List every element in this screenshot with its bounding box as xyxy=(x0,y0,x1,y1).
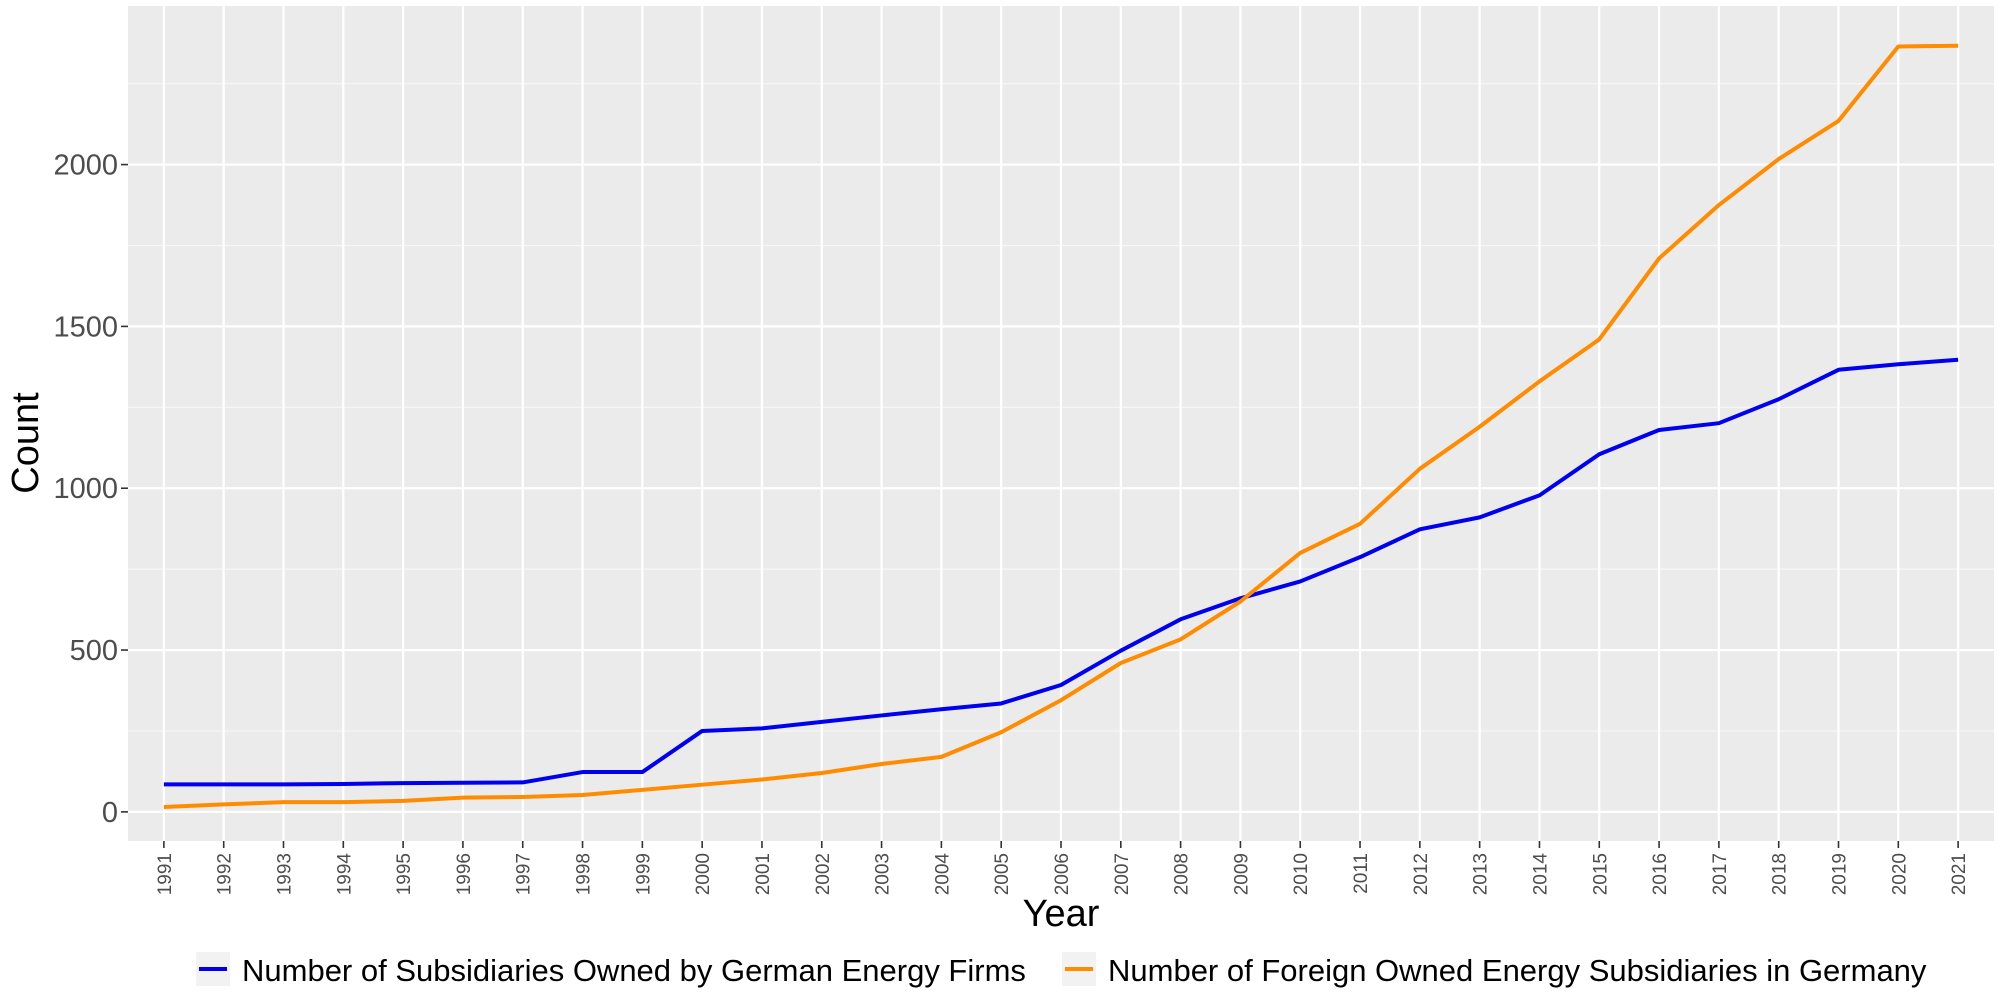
x-tick-label: 2010 xyxy=(1291,853,1312,895)
x-tick-label: 2017 xyxy=(1710,853,1731,895)
x-tick-label: 2009 xyxy=(1231,853,1252,895)
x-tick-label: 2005 xyxy=(992,853,1013,895)
x-tick-label: 2016 xyxy=(1650,853,1671,895)
x-tick-label: 2020 xyxy=(1889,853,1910,895)
series-line-2 xyxy=(163,43,1959,810)
x-tick-label: 2014 xyxy=(1530,853,1551,896)
legend: Number of Subsidiaries Owned by German E… xyxy=(196,952,1927,988)
x-tick-label: 2011 xyxy=(1351,853,1372,894)
x-tick-label: 2004 xyxy=(932,853,953,896)
x-tick-label: 2007 xyxy=(1112,853,1133,895)
x-tick-label: 2013 xyxy=(1471,853,1492,895)
y-tick-label: 0 xyxy=(102,797,118,829)
x-tick-label: 2003 xyxy=(873,853,894,895)
x-axis: 1991 1992 1993 1994 1995 1996 1997 1998 1999 2000… xyxy=(155,841,1970,895)
y-tick-label: 1000 xyxy=(53,473,118,505)
x-axis-title: Year xyxy=(1023,893,1100,935)
legend-label: Number of Foreign Owned Energy Subsidiar… xyxy=(1108,953,1927,988)
x-tick-label: 1999 xyxy=(633,853,654,895)
series-line-1 xyxy=(163,357,1959,787)
x-tick-label: 2000 xyxy=(693,853,714,895)
x-tick-label: 1997 xyxy=(514,853,535,895)
x-tick-label: 2008 xyxy=(1172,853,1193,895)
x-tick-label: 1993 xyxy=(275,853,296,895)
x-tick-label: 1992 xyxy=(215,853,236,895)
x-tick-label: 2021 xyxy=(1949,853,1970,895)
series-layer xyxy=(163,43,1959,810)
x-tick-label: 2001 xyxy=(753,853,774,895)
x-tick-label: 1991 xyxy=(155,853,176,895)
x-tick-label: 1996 xyxy=(454,853,475,895)
x-tick-label: 2019 xyxy=(1830,853,1851,895)
y-tick-label: 2000 xyxy=(53,150,118,182)
y-tick-label: 1500 xyxy=(53,311,118,343)
x-tick-label: 2015 xyxy=(1590,853,1611,895)
x-tick-label: 2012 xyxy=(1411,853,1432,895)
x-tick-label: 1994 xyxy=(334,853,355,896)
x-tick-label: 2002 xyxy=(813,853,834,895)
legend-label: Number of Subsidiaries Owned by German E… xyxy=(242,953,1026,988)
y-axis: 0 500 1000 1500 2000 xyxy=(53,150,128,829)
x-tick-label: 2018 xyxy=(1770,853,1791,895)
x-tick-label: 1998 xyxy=(574,853,595,895)
y-tick-label: 500 xyxy=(70,635,118,667)
y-axis-title: Count xyxy=(5,392,47,494)
x-tick-label: 1995 xyxy=(394,853,415,895)
x-tick-label: 2006 xyxy=(1052,853,1073,895)
